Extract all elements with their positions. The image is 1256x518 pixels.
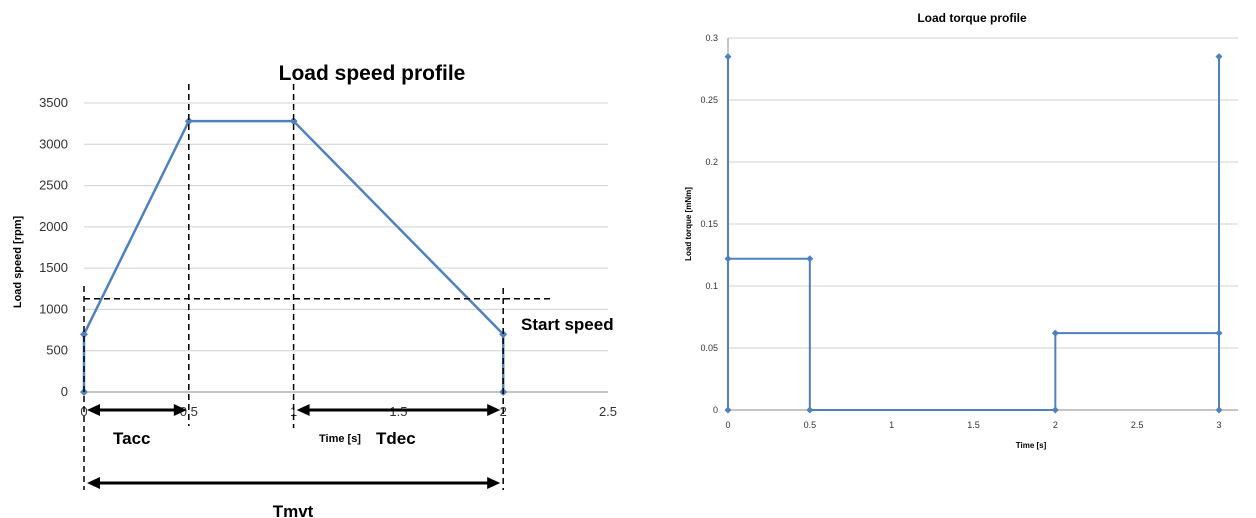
tacc-label: Tacc [113, 429, 151, 448]
tdec-label: Tdec [376, 429, 416, 448]
x-tick-label: 0.5 [804, 420, 817, 430]
y-tick-label: 0.1 [705, 281, 718, 291]
series-line [727, 56, 1220, 411]
y-tick-label: 1500 [39, 260, 68, 275]
data-point [1215, 53, 1223, 61]
start-speed-label: Start speed [521, 315, 614, 334]
data-point [499, 330, 508, 339]
y-tick-label: 3000 [39, 136, 68, 151]
x-tick-label: 0 [725, 420, 730, 430]
y-tick-label: 3500 [39, 95, 68, 110]
chart-title: Load speed profile [279, 62, 466, 85]
y-tick-label: 0 [713, 405, 718, 415]
y-tick-label: 0 [61, 384, 68, 399]
x-tick-label: 1 [889, 420, 894, 430]
y-tick-labels: 0 500 1000 1500 2000 2500 3000 3500 [39, 95, 68, 399]
data-point [724, 406, 732, 414]
y-tick-label: 0.05 [700, 343, 718, 353]
x-tick-label: 3 [1216, 420, 1221, 430]
y-tick-label: 0.2 [705, 157, 718, 167]
load-torque-chart: 0 0.05 0.1 0.15 0.2 0.25 0.3 0 0.5 1 1.5 2 2.5 3 Loa… [684, 11, 1238, 450]
y-gridlines [728, 37, 1238, 349]
x-axis-label: Time [s] [1016, 441, 1047, 450]
y-gridlines [84, 102, 608, 352]
tmvt-arrow-head-right [487, 477, 501, 489]
x-tick-label: 2 [1053, 420, 1058, 430]
data-point [1051, 406, 1059, 414]
data-point [724, 53, 732, 61]
x-tick-label: 1.5 [967, 420, 980, 430]
y-tick-label: 500 [46, 343, 68, 358]
tdec-arrow-head-right [487, 404, 501, 416]
x-tick-label: 1 [290, 404, 297, 419]
y-tick-label: 0.25 [700, 95, 718, 105]
data-point [1215, 406, 1223, 414]
y-axis-label: Load torque [mNm] [684, 187, 693, 261]
data-point [1051, 329, 1059, 337]
data-point [806, 255, 814, 263]
y-axis-label: Load speed [rpm] [12, 216, 24, 309]
data-point [806, 406, 814, 414]
data-point [80, 330, 88, 339]
y-tick-label: 0.15 [700, 219, 718, 229]
y-tick-labels: 0 0.05 0.1 0.15 0.2 0.25 0.3 [700, 33, 718, 415]
x-tick-label: 2.5 [1131, 420, 1144, 430]
chart-title: Load torque profile [917, 11, 1027, 25]
tdec-arrow-head-left [296, 404, 310, 416]
data-point [724, 255, 732, 263]
y-tick-label: 1000 [39, 301, 68, 316]
x-axis-label: Time [s] [319, 433, 361, 445]
y-tick-label: 0.3 [705, 33, 718, 43]
tacc-arrow-head-right [173, 404, 187, 416]
x-tick-label: 0.5 [180, 404, 198, 419]
data-point [184, 117, 193, 126]
x-tick-labels: 0 0.5 1 1.5 2 2.5 3 [725, 420, 1221, 430]
x-tick-label: 2.5 [599, 404, 617, 419]
data-point [1215, 329, 1223, 337]
torque-series [724, 53, 1223, 414]
data-point [289, 117, 298, 126]
y-tick-label: 2500 [39, 178, 68, 193]
tacc-arrow-head-left [87, 404, 100, 416]
tmvt-arrow-head-left [87, 477, 100, 489]
y-tick-label: 2000 [39, 219, 68, 234]
annotation-lines [83, 84, 553, 490]
tmvt-label: Tmvt [273, 502, 314, 518]
